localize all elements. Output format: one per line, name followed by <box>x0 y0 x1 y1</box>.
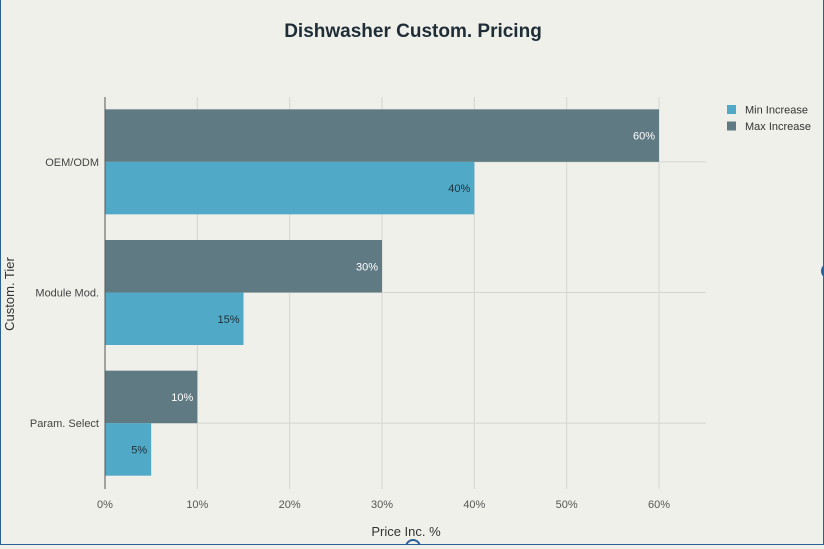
data-label: 40% <box>448 183 470 195</box>
x-axis-label: Price Inc. % <box>371 524 441 539</box>
legend-swatch <box>727 105 736 114</box>
x-tick-label: 60% <box>648 499 670 511</box>
chart-title: Dishwasher Custom. Pricing <box>284 21 542 42</box>
legend-swatch <box>727 121 736 131</box>
x-tick-label: 40% <box>463 499 485 511</box>
data-label: 10% <box>171 392 193 404</box>
x-tick-labels: 0% 10% 20% 30% 40% 50% 60% <box>97 499 670 511</box>
legend-label: Min Increase <box>745 105 808 117</box>
legend-label: Max Increase <box>745 121 811 133</box>
resize-handle-bottom[interactable] <box>405 539 421 549</box>
y-tick-labels: OEM/ODM Module Mod. Param. Select <box>30 157 99 430</box>
y-tick-label: Module Mod. <box>35 288 99 300</box>
bar[interactable] <box>105 240 382 293</box>
bar[interactable] <box>105 161 475 215</box>
x-tick-label: 10% <box>186 499 208 511</box>
bar[interactable] <box>105 423 152 476</box>
bar-group <box>105 109 659 476</box>
data-label: 60% <box>633 131 655 143</box>
bar[interactable] <box>105 292 244 346</box>
legend: Min Increase Max Increase <box>727 105 811 133</box>
y-tick-label: OEM/ODM <box>45 157 99 169</box>
data-label: 15% <box>217 314 239 326</box>
y-axis-label: Custom. Tier <box>2 256 17 330</box>
bar[interactable] <box>105 109 659 162</box>
x-tick-label: 20% <box>279 499 301 511</box>
x-tick-label: 50% <box>556 499 578 511</box>
data-label: 30% <box>356 261 378 273</box>
x-tick-label: 0% <box>97 499 113 511</box>
data-label-group: 60% 40% 30% 15% 10% 5% <box>131 131 655 457</box>
x-tick-label: 30% <box>371 499 393 511</box>
resize-handle-right[interactable] <box>821 264 824 278</box>
y-tick-label: Param. Select <box>30 418 99 430</box>
bar[interactable] <box>105 370 198 424</box>
data-label: 5% <box>131 444 147 456</box>
